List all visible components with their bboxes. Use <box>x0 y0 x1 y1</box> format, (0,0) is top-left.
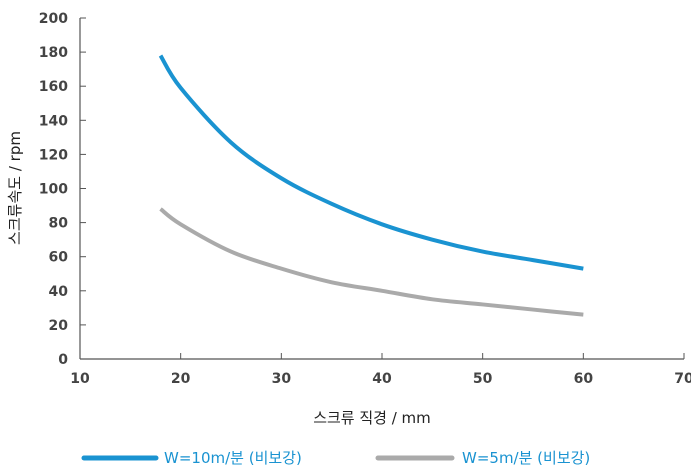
series-line-1 <box>158 54 584 271</box>
x-tick-label: 60 <box>574 371 594 387</box>
chart-axes <box>79 17 685 360</box>
x-tick-label: 70 <box>674 371 691 387</box>
y-tick-label: 100 <box>39 182 68 198</box>
x-tick-labels: 10 20 30 40 50 60 70 <box>70 371 691 387</box>
x-tick-label: 30 <box>272 371 292 387</box>
legend-label-series-1: W=10m/분 (비보강) <box>164 449 302 467</box>
x-tick-label: 20 <box>171 371 191 387</box>
x-tick-label: 50 <box>473 371 493 387</box>
x-axis-title: 스크류 직경 / mm <box>313 409 431 427</box>
y-axis-title: 스크류속도 / rpm <box>6 131 24 245</box>
legend-label-series-2: W=5m/분 (비보강) <box>462 449 590 467</box>
y-tick-label: 60 <box>49 250 69 266</box>
y-tick-label: 40 <box>49 284 69 300</box>
y-tick-label: 200 <box>39 11 68 27</box>
y-tick-label: 160 <box>39 79 68 95</box>
y-tick-label: 20 <box>49 318 69 334</box>
x-tick-label: 40 <box>372 371 392 387</box>
y-tick-label: 80 <box>49 216 69 232</box>
y-tick-label: 140 <box>39 113 68 129</box>
y-tick-label: 180 <box>39 45 68 61</box>
series-line-2 <box>159 207 584 317</box>
x-tick-label: 10 <box>70 371 90 387</box>
y-tick-label: 0 <box>58 352 68 368</box>
y-tick-label: 120 <box>39 147 68 163</box>
chart-legend: W=10m/분 (비보강) W=5m/분 (비보강) <box>81 449 590 467</box>
series-lines <box>158 54 584 317</box>
y-tick-labels: 0 20 40 60 80 100 120 140 160 180 200 <box>39 11 68 368</box>
